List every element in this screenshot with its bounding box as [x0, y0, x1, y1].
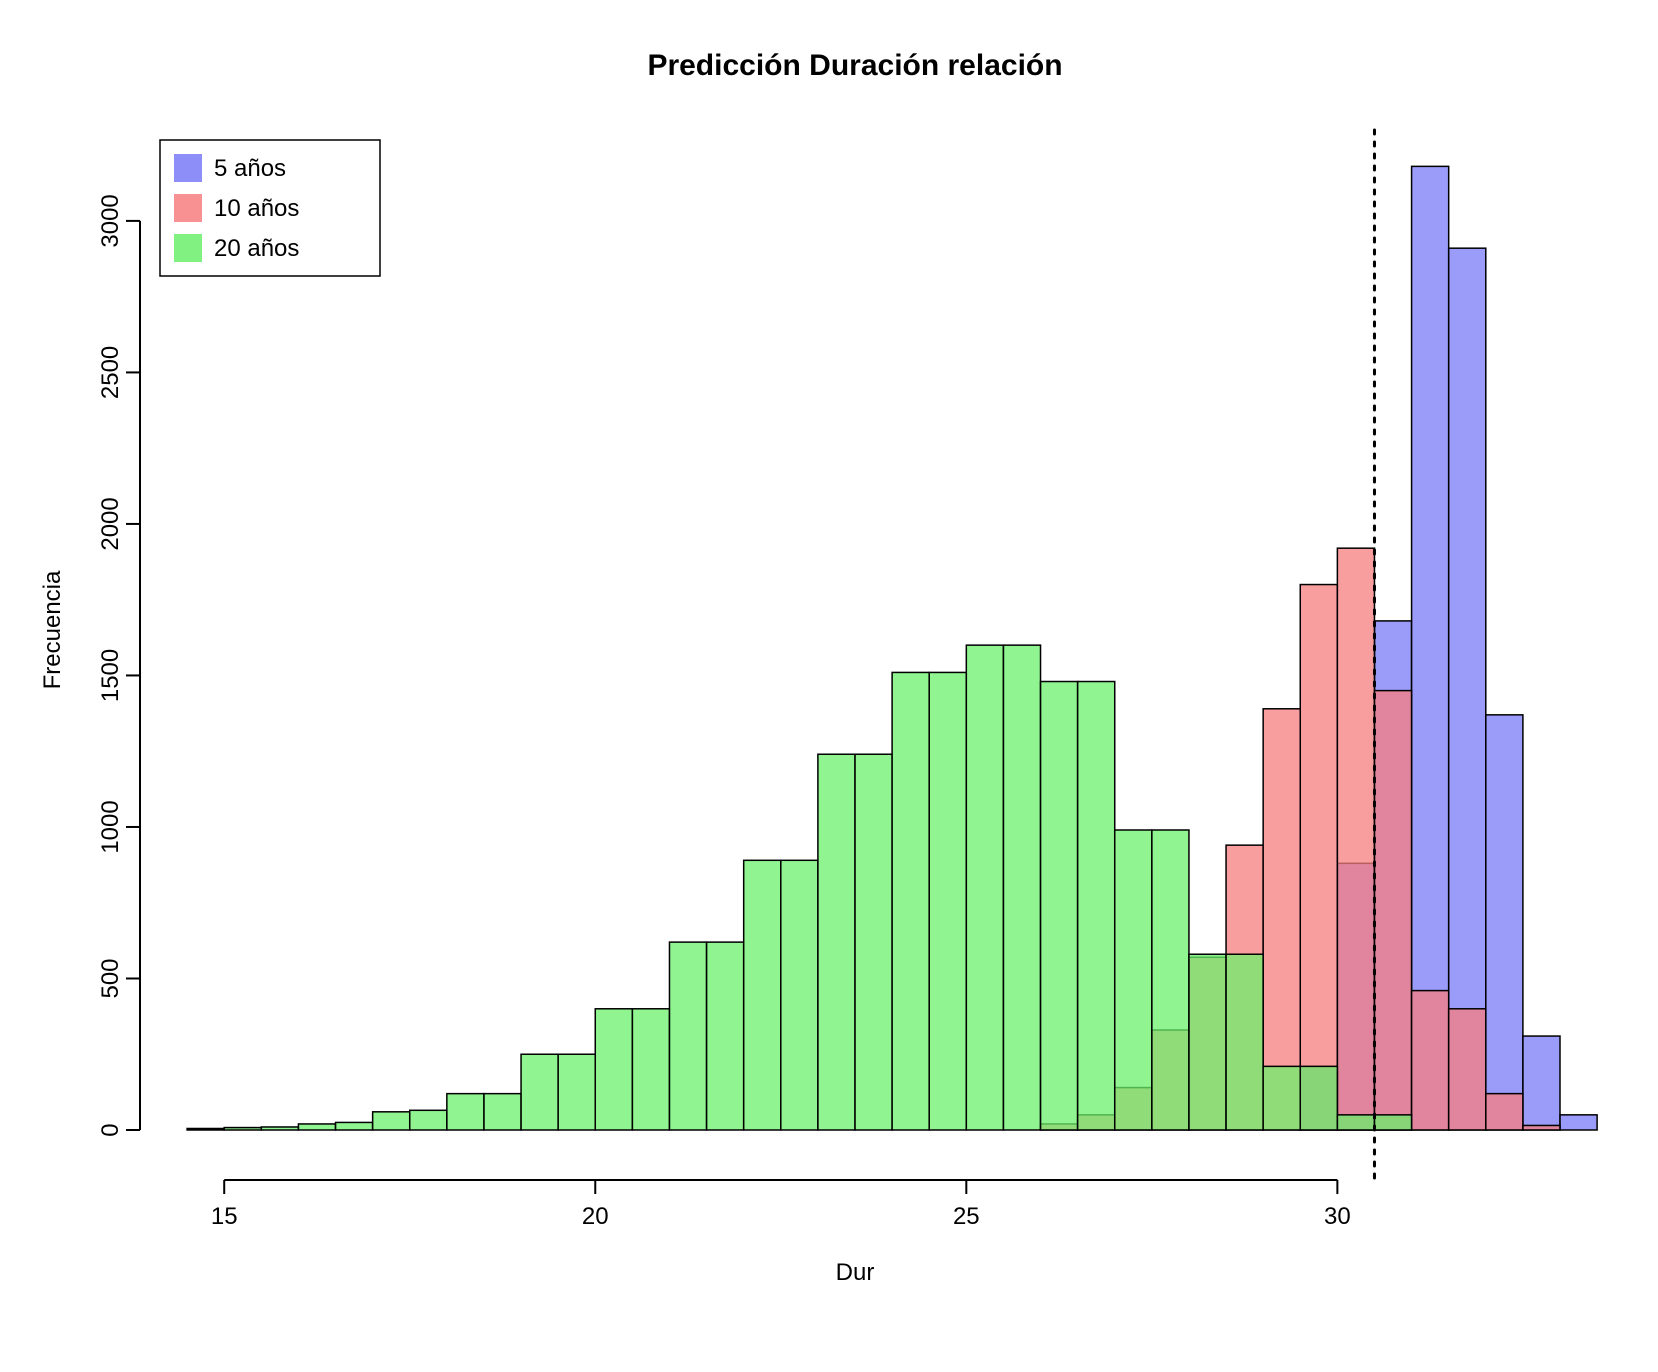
legend-label: 5 años [214, 155, 286, 182]
bar [781, 860, 818, 1130]
bar [410, 1110, 447, 1130]
bar [818, 754, 855, 1130]
x-tick-label: 30 [1324, 1203, 1351, 1230]
x-tick-label: 25 [953, 1203, 980, 1230]
legend-label: 10 años [214, 195, 299, 222]
bar [1523, 1125, 1560, 1130]
y-tick-label: 1000 [97, 800, 124, 853]
bar [892, 672, 929, 1130]
bar [298, 1124, 335, 1130]
bar [1449, 1009, 1486, 1130]
bar [1078, 682, 1115, 1130]
bar [1486, 1094, 1523, 1130]
bar [1263, 1066, 1300, 1130]
bar [521, 1054, 558, 1130]
bar [1152, 830, 1189, 1130]
legend-label: 20 años [214, 235, 299, 262]
bar [1412, 166, 1449, 1130]
legend-swatch [174, 194, 202, 222]
y-tick-label: 500 [97, 958, 124, 998]
bar [1115, 830, 1152, 1130]
bar [1486, 715, 1523, 1130]
legend-swatch [174, 154, 202, 182]
chart-title: Predicción Duración relación [647, 49, 1062, 82]
y-tick-label: 0 [97, 1123, 124, 1136]
y-axis-label: Frecuencia [39, 570, 66, 689]
bar [1189, 954, 1226, 1130]
x-tick-label: 15 [211, 1203, 238, 1230]
bar [1449, 248, 1486, 1130]
y-tick-label: 2000 [97, 497, 124, 550]
bar [1337, 1115, 1374, 1130]
bar [669, 942, 706, 1130]
y-tick-label: 3000 [97, 194, 124, 247]
legend-swatch [174, 234, 202, 262]
bar [261, 1127, 298, 1130]
bar [1003, 645, 1040, 1130]
bar [373, 1112, 410, 1130]
bar [1041, 682, 1078, 1130]
bar [187, 1128, 224, 1130]
bar [1374, 1115, 1411, 1130]
bar [595, 1009, 632, 1130]
bar [336, 1122, 373, 1130]
histogram-chart: Predicción Duración relación 15 20 25 30 Dur 0… [0, 0, 1658, 1372]
bar [1300, 585, 1337, 1130]
y-tick-label: 1500 [97, 649, 124, 702]
bar [632, 1009, 669, 1130]
bar [966, 645, 1003, 1130]
bar [744, 860, 781, 1130]
bar [1226, 954, 1263, 1130]
y-tick-label: 2500 [97, 346, 124, 399]
bar [1374, 691, 1411, 1130]
bar [707, 942, 744, 1130]
bar [224, 1128, 261, 1130]
bar [1300, 1066, 1337, 1130]
bar [484, 1094, 521, 1130]
bar [1523, 1036, 1560, 1130]
bar [558, 1054, 595, 1130]
bar [929, 672, 966, 1130]
bar [1412, 991, 1449, 1130]
bar [855, 754, 892, 1130]
bar [1337, 548, 1374, 1130]
bar [447, 1094, 484, 1130]
x-axis-label: Dur [836, 1259, 875, 1286]
x-tick-label: 20 [582, 1203, 609, 1230]
bar [1560, 1115, 1597, 1130]
